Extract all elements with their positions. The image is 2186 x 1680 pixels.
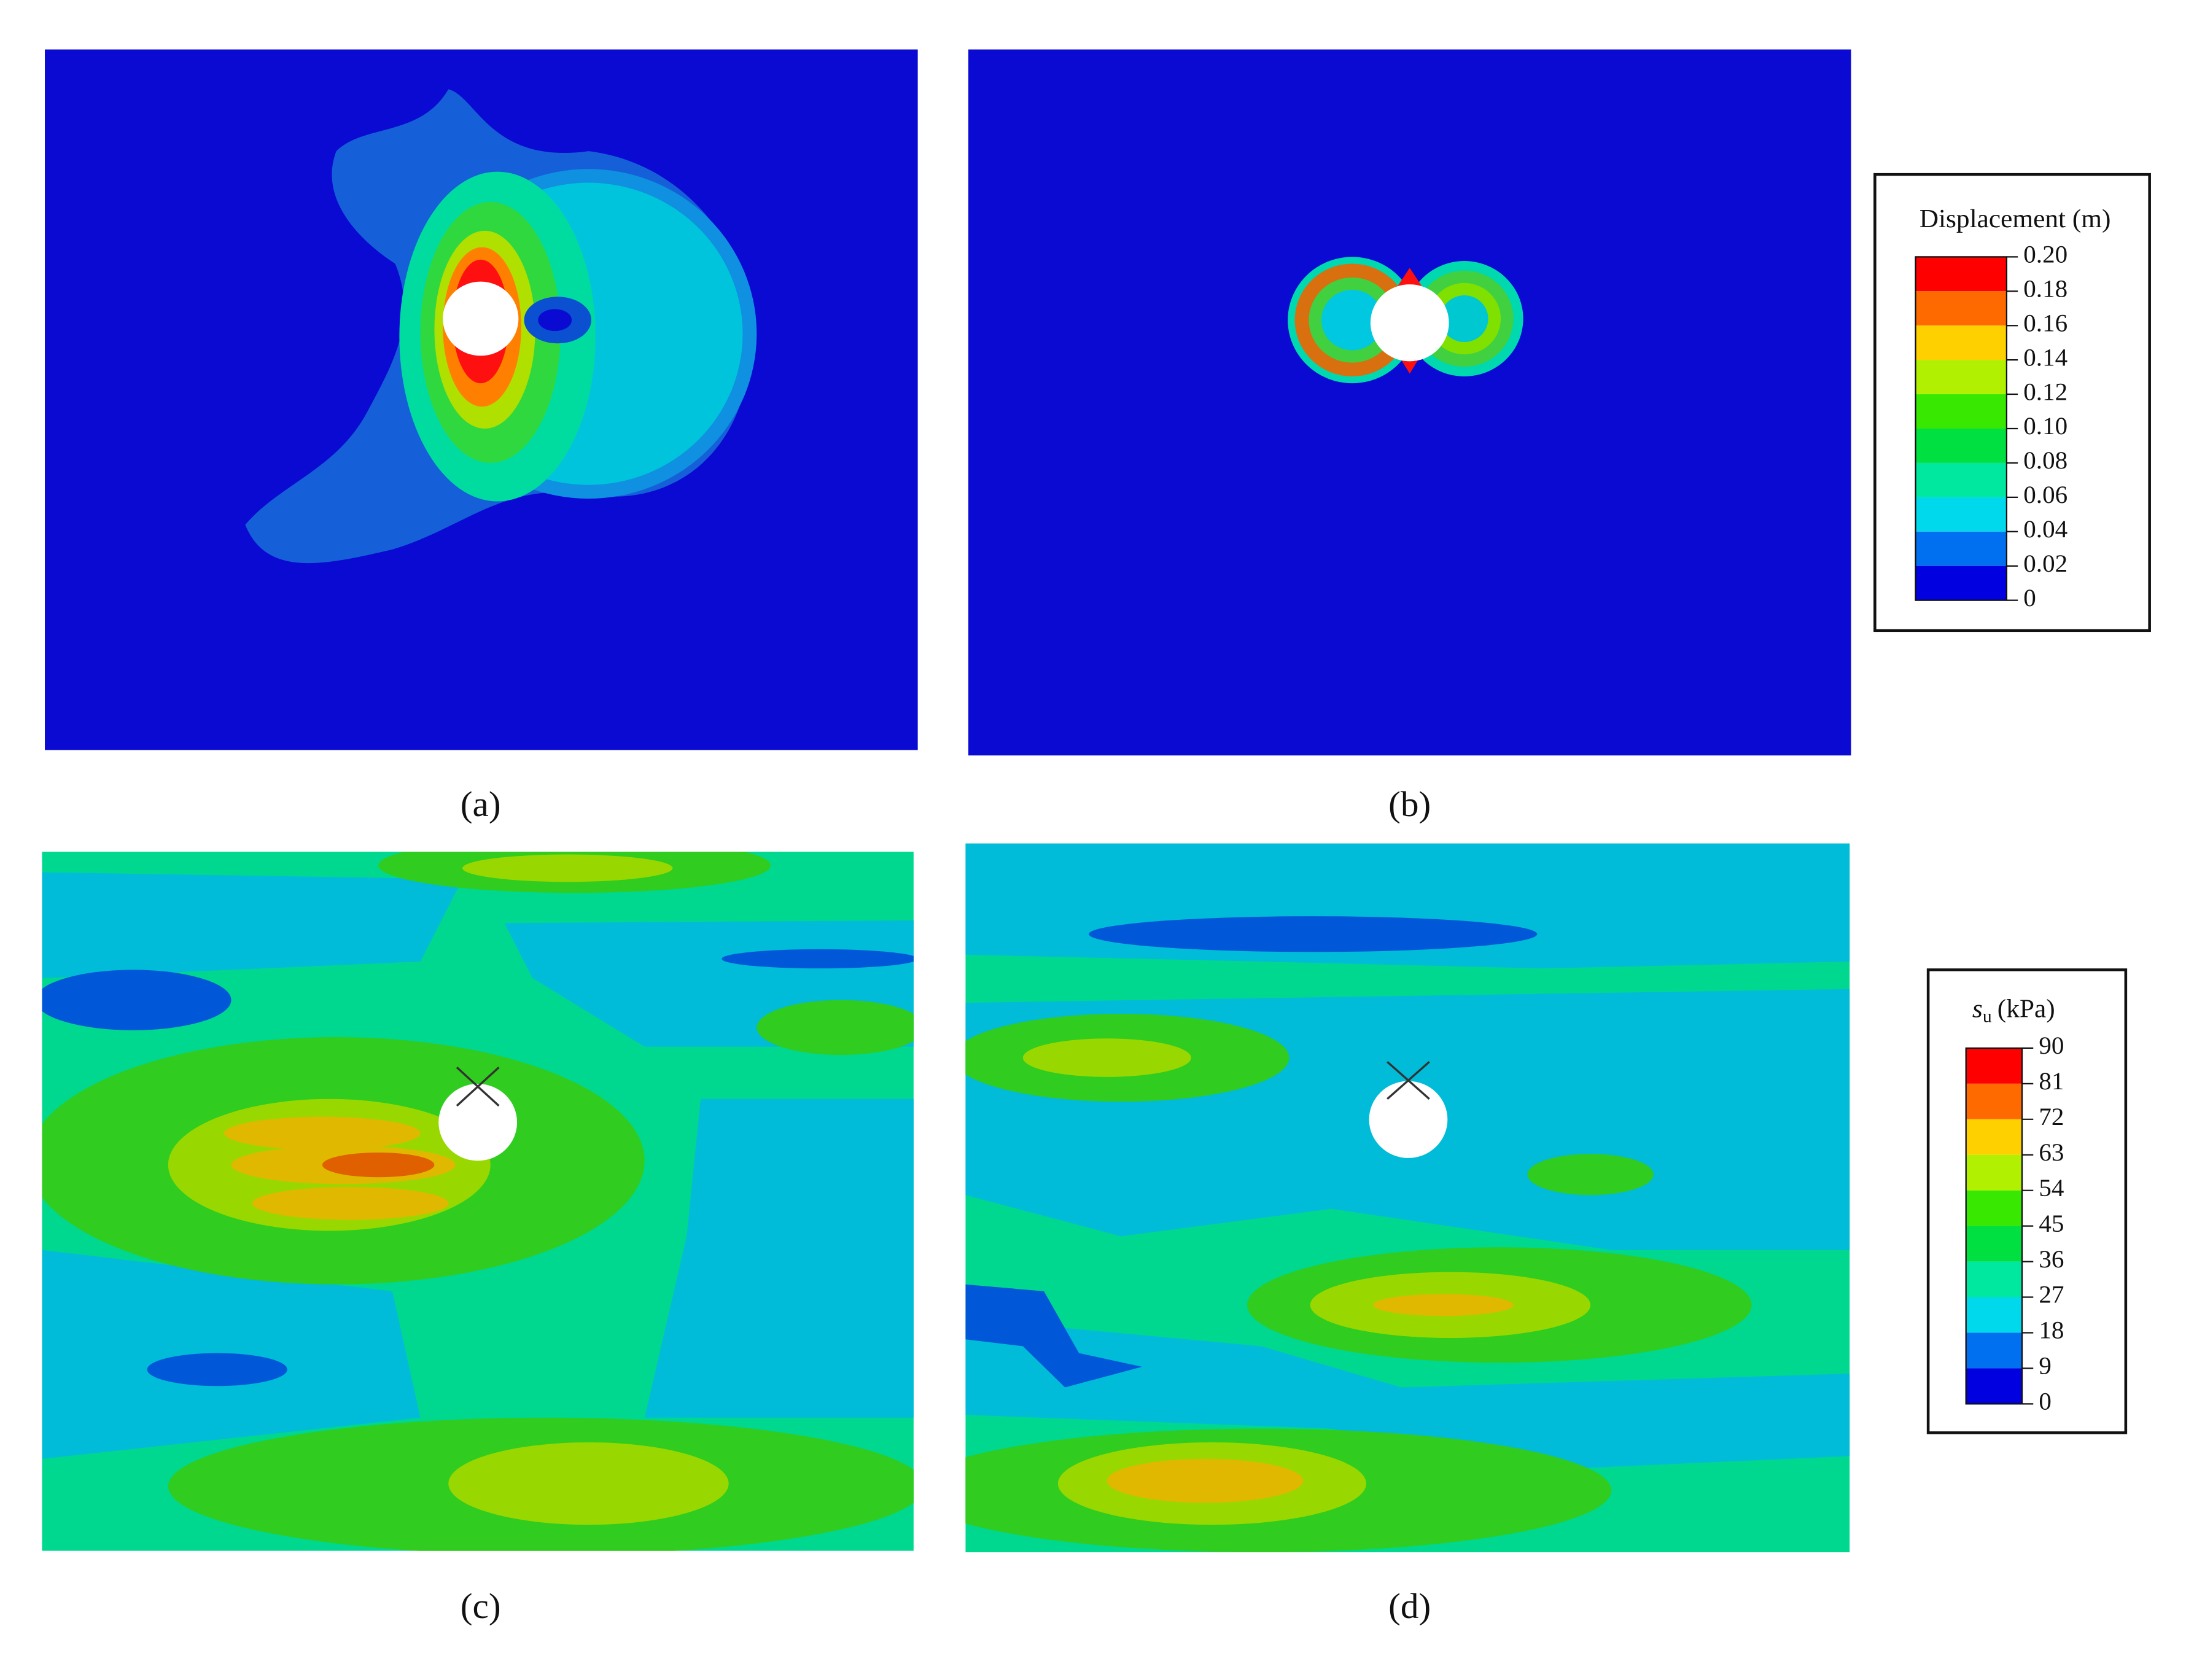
legend-swatch xyxy=(1915,291,2007,326)
panel-a xyxy=(45,49,918,750)
legend-swatch xyxy=(1915,531,2007,566)
panel-label: (c) xyxy=(461,1587,501,1626)
legend-tick-label: 54 xyxy=(2039,1174,2064,1202)
legend-swatch xyxy=(1915,497,2007,532)
legend-tick-label: 18 xyxy=(2039,1316,2064,1344)
legend-tick-label: 9 xyxy=(2039,1352,2052,1380)
legend-tick-label: 0 xyxy=(2023,584,2036,612)
legend-swatch xyxy=(1915,257,2007,292)
panel-label: (a) xyxy=(461,784,501,823)
legend-swatch xyxy=(1966,1119,2022,1155)
legend-swatch xyxy=(1966,1154,2022,1191)
legend-swatch xyxy=(1915,462,2007,497)
legend-swatch xyxy=(1966,1368,2022,1404)
legend-tick-label: 0.02 xyxy=(2023,550,2067,577)
legend-swatch xyxy=(1915,360,2007,395)
legend-tick-label: 81 xyxy=(2039,1067,2064,1095)
legend-tick-label: 0.12 xyxy=(2023,378,2067,406)
legend-swatch xyxy=(1915,428,2007,463)
legend-swatch xyxy=(1915,394,2007,429)
legend-tick-label: 63 xyxy=(2039,1138,2064,1166)
panel-label: (b) xyxy=(1388,784,1431,823)
legend-tick-label: 0.10 xyxy=(2023,413,2067,440)
legend-tick-label: 0.08 xyxy=(2023,447,2067,475)
panel-b xyxy=(968,49,1851,756)
legend-swatch xyxy=(1966,1190,2022,1226)
legend-swatch xyxy=(1966,1261,2022,1297)
legend-swatch xyxy=(1966,1332,2022,1369)
legend-swatch xyxy=(1966,1083,2022,1119)
legend-tick-label: 0 xyxy=(2039,1388,2052,1415)
panel-label: (d) xyxy=(1388,1587,1431,1626)
legend-symbol: s xyxy=(1972,995,1983,1024)
legend-swatch xyxy=(1915,566,2007,601)
legend-tick-label: 0.04 xyxy=(2023,515,2067,543)
legend-tick-label: 27 xyxy=(2039,1281,2064,1309)
legend-tick-label: 0.14 xyxy=(2023,344,2067,371)
legend-swatch xyxy=(1966,1297,2022,1333)
legend-unit: (kPa) xyxy=(1997,995,2055,1024)
legend-swatch xyxy=(1966,1226,2022,1262)
legend-swatch xyxy=(1966,1048,2022,1084)
panel-c xyxy=(42,852,914,1551)
legend-subscript: u xyxy=(1983,1007,1992,1027)
legend-box xyxy=(1926,968,2128,1434)
legend-tick-label: 90 xyxy=(2039,1032,2064,1060)
legend-tick-label: 0.16 xyxy=(2023,309,2067,337)
legend-tick-label: 0.18 xyxy=(2023,275,2067,303)
panel-d xyxy=(965,843,1850,1552)
legend-tick-label: 0.20 xyxy=(2023,241,2067,268)
legend-swatch xyxy=(1915,325,2007,360)
legend-tick-label: 36 xyxy=(2039,1245,2064,1273)
legend-title: Displacement (m) xyxy=(1920,204,2111,233)
legend-title: su (kPa) xyxy=(1972,995,2055,1027)
legend-tick-label: 72 xyxy=(2039,1103,2064,1130)
legend-tick-label: 45 xyxy=(2039,1210,2064,1237)
legend-tick-label: 0.06 xyxy=(2023,481,2067,508)
